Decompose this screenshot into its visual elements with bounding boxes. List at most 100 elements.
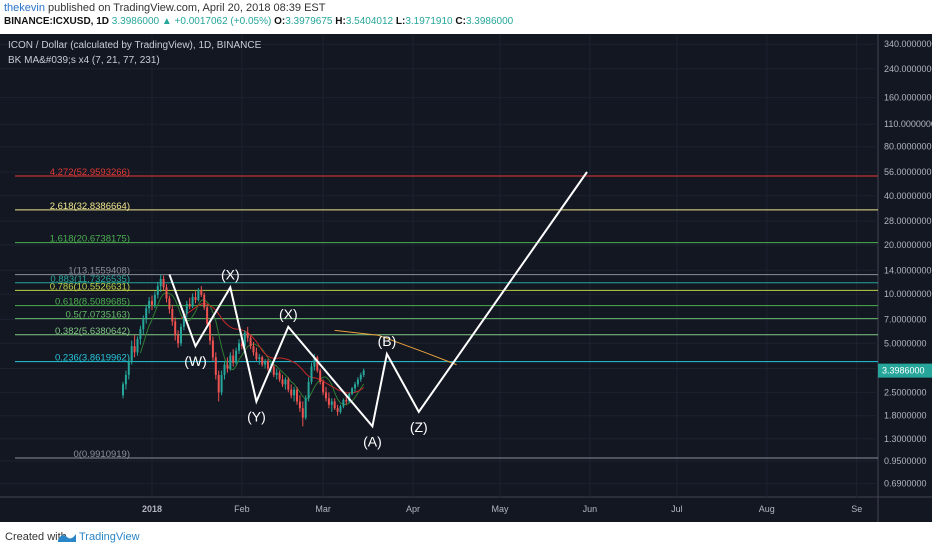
close-value: 3.3986000 (465, 16, 514, 27)
fib-level-label: 0.236(3.8619962) (55, 353, 130, 364)
candle-body (313, 357, 316, 367)
candle-body (298, 401, 301, 409)
fib-level-label: 2.618(32.8386664) (50, 201, 130, 212)
candle-body (200, 289, 203, 295)
open-label: O: (274, 16, 286, 27)
candle-body (209, 323, 211, 341)
tradingview-logo-icon[interactable] (57, 530, 77, 544)
last-price: 3.3986000 (111, 16, 160, 27)
x-tick-label: May (491, 504, 509, 514)
x-tick-label: Aug (759, 504, 775, 514)
candle-body (275, 372, 278, 375)
candle-body (284, 379, 287, 385)
y-tick-label: 0.9500000 (884, 456, 927, 466)
high-label: H: (335, 16, 346, 27)
y-tick-label: 2.5000000 (884, 387, 927, 397)
last-price-marker (878, 363, 932, 378)
price-chart[interactable]: 4.272(52.9593266) 2.618(32.8386664) 1.618(… (0, 34, 932, 522)
candle-body (278, 372, 281, 380)
created-with-text: Created with (5, 531, 67, 543)
chart-title: ICON / Dollar (calculated by TradingView… (8, 40, 262, 51)
candle-body (174, 321, 177, 336)
candle-body (211, 340, 214, 358)
y-tick-label: 340.0000000 (884, 39, 932, 49)
publish-header: thekevin published on TradingView.com, A… (4, 2, 325, 14)
open-value: 3.3979675 (285, 16, 333, 27)
candle-body (310, 366, 313, 382)
candle-body (168, 298, 171, 310)
wave-label: (W) (184, 353, 207, 369)
candle-body (151, 300, 153, 305)
fib-level-label: 0.883(11.7326535) (50, 274, 130, 285)
y-tick-label: 1.8000000 (884, 411, 927, 421)
fib-level-label: 0.5(7.0735163) (66, 310, 130, 321)
elliott-wave-path (168, 171, 588, 429)
candle-body (246, 332, 249, 338)
candle-body (290, 389, 293, 396)
y-tick-label: 14.0000000 (884, 265, 932, 275)
candle-body (238, 343, 240, 351)
candle-body (249, 337, 252, 347)
fib-level-label: 1(13.1559408) (68, 266, 130, 277)
fib-level-label: 4.272(52.9593266) (50, 167, 130, 178)
y-tick-label: 5.0000000 (884, 338, 927, 348)
y-tick-label: 20.0000000 (884, 240, 932, 250)
high-value: 3.5404012 (345, 16, 394, 27)
y-tick-label: 1.3000000 (884, 434, 927, 444)
candle-body (139, 329, 142, 340)
y-tick-label: 56.0000000 (884, 167, 932, 177)
candle-body (203, 294, 206, 308)
close-label: C: (455, 16, 466, 27)
candle-body (287, 379, 290, 390)
candle-body (188, 304, 191, 307)
candle-body (165, 287, 168, 299)
candle-body (226, 364, 229, 369)
published-text: published on TradingView.com, April 20, … (48, 2, 326, 14)
candle-body (191, 297, 194, 307)
candle-body (159, 278, 162, 287)
candle-body (316, 357, 319, 371)
wave-label: (X) (221, 266, 240, 282)
candle-body (267, 360, 269, 369)
candle-body (194, 297, 197, 301)
moving-average-line (139, 291, 365, 406)
fib-level-label: 0(0.9910919) (73, 449, 130, 460)
x-tick-label: Se (851, 504, 862, 514)
x-tick-label: Jul (671, 504, 683, 514)
candle-body (122, 384, 124, 396)
wave-label: (X) (279, 306, 298, 322)
author-link[interactable]: thekevin (4, 2, 45, 14)
fib-level-label: 0.618(8.5089685) (55, 297, 130, 308)
candle-body (293, 389, 296, 396)
y-tick-label: 110.0000000 (884, 119, 932, 129)
candle-body (362, 370, 365, 375)
candle-body (345, 399, 348, 402)
candle-body (232, 355, 235, 363)
candle-body (258, 357, 261, 360)
candle-body (171, 309, 174, 322)
candle-body (235, 350, 238, 363)
candle-body (185, 304, 188, 314)
candle-body (264, 360, 267, 365)
candle-body (145, 308, 148, 320)
candle-body (319, 370, 322, 382)
candle-body (130, 346, 133, 361)
y-tick-label: 40.0000000 (884, 191, 932, 201)
candle-body (296, 389, 298, 402)
y-tick-label: 240.0000000 (884, 64, 932, 74)
x-tick-label: Mar (315, 504, 331, 514)
candle-body (136, 339, 139, 353)
candle-body (124, 374, 127, 385)
fib-level-label: 0.786(10.5526631) (50, 281, 130, 292)
candle-body (162, 278, 165, 288)
candle-body (156, 286, 159, 295)
candle-body (354, 384, 356, 389)
candle-body (342, 399, 345, 407)
candle-body (356, 379, 359, 385)
candle-body (272, 366, 275, 375)
candle-body (301, 408, 304, 418)
tradingview-brand[interactable]: TradingView (79, 531, 140, 543)
candle-body (223, 364, 226, 375)
candle-body (333, 401, 336, 409)
chart-panel[interactable]: 4.272(52.9593266) 2.618(32.8386664) 1.618(… (0, 34, 932, 522)
